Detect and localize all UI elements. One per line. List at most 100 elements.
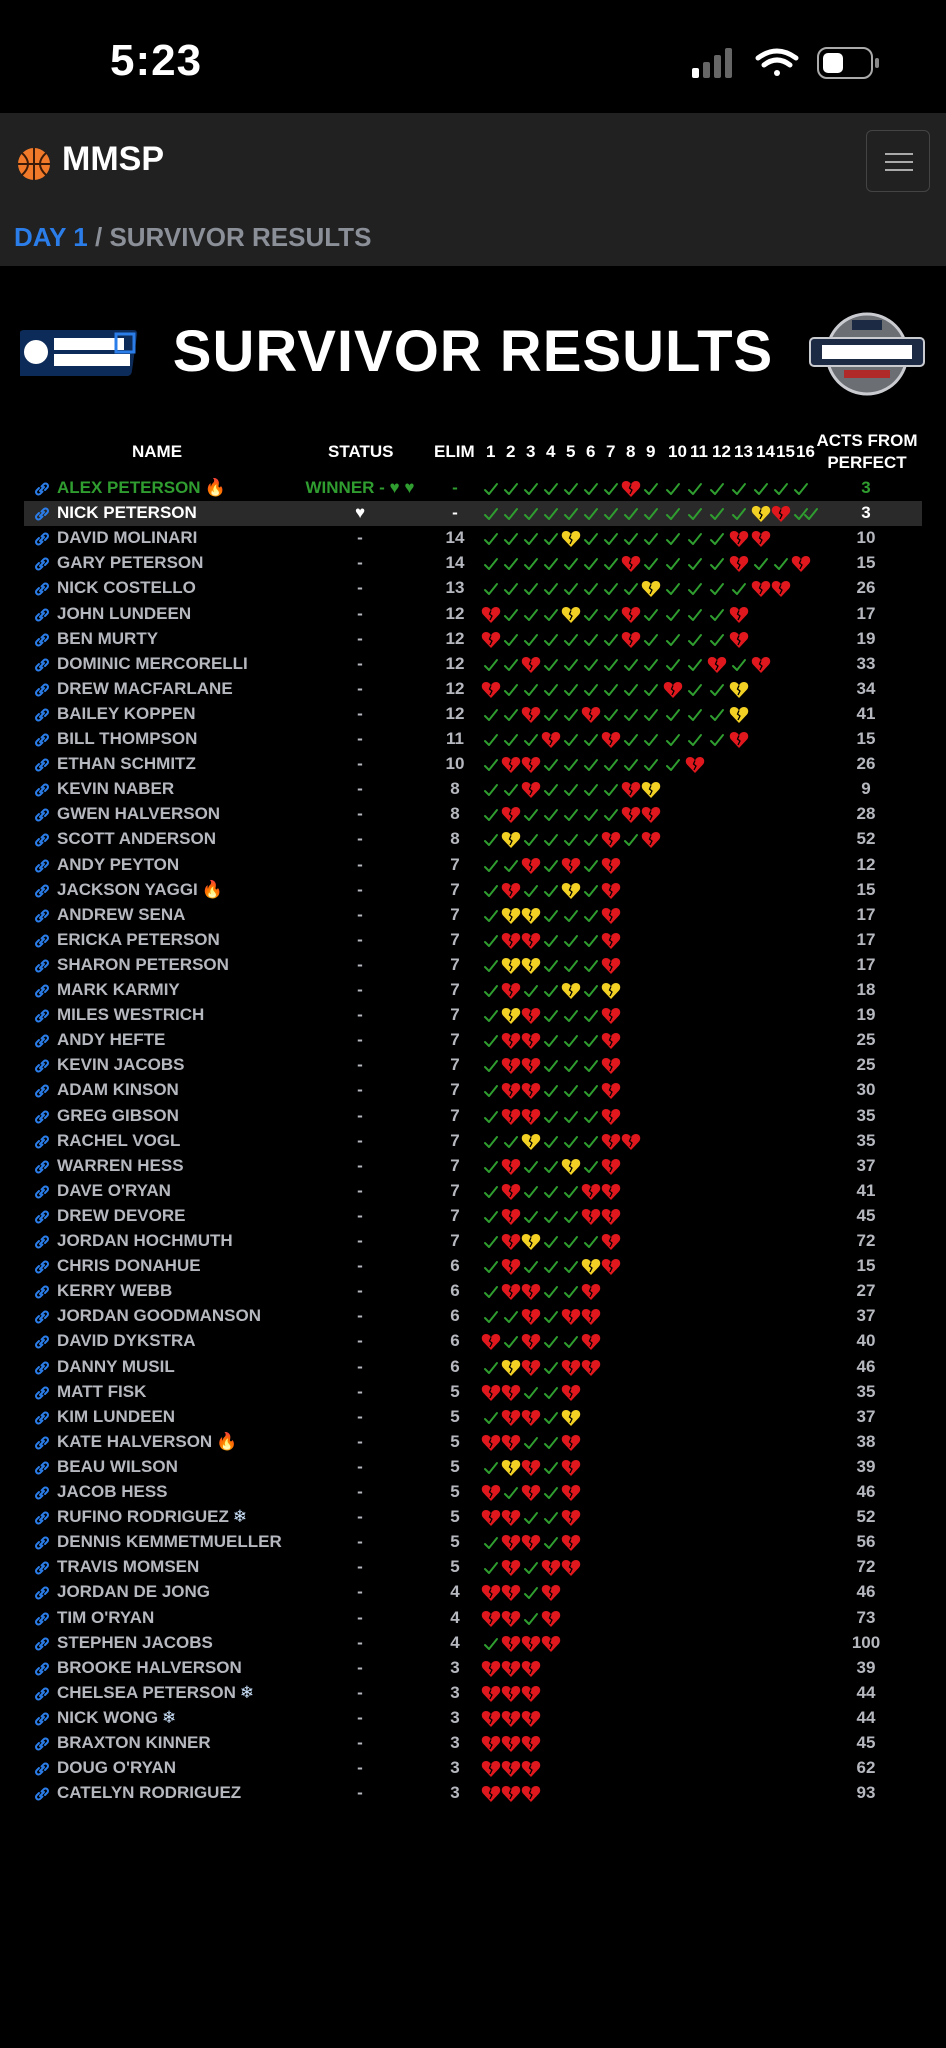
player-name[interactable]: MARK KARMIY	[57, 980, 180, 999]
link-icon[interactable]	[33, 958, 51, 974]
player-name[interactable]: ANDY HEFTE	[57, 1030, 166, 1050]
link-icon[interactable]	[33, 657, 51, 673]
table-row[interactable]: ALEX PETERSON 🔥 WINNER - ♥ ♥ - 3	[0, 476, 946, 501]
link-icon[interactable]	[33, 832, 51, 848]
link-icon[interactable]	[33, 908, 51, 924]
table-row[interactable]: BEN MURTY - 12 19	[0, 627, 946, 652]
table-row[interactable]: SCOTT ANDERSON - 8 52	[0, 827, 946, 852]
player-name[interactable]: ALEX PETERSON 🔥	[57, 478, 226, 497]
player-name[interactable]: GREG GIBSON	[57, 1105, 179, 1125]
link-icon[interactable]	[33, 1686, 51, 1702]
table-row[interactable]: MILES WESTRICH - 7 19	[0, 1003, 946, 1028]
link-icon[interactable]	[33, 1109, 51, 1125]
link-icon[interactable]	[33, 933, 51, 949]
player-name[interactable]: BROOKE HALVERSON	[57, 1657, 242, 1677]
table-row[interactable]: ERICKA PETERSON - 7 17	[0, 928, 946, 953]
link-icon[interactable]	[33, 1309, 51, 1325]
player-name[interactable]: BEAU WILSON	[57, 1456, 178, 1476]
player-name[interactable]: MILES WESTRICH	[57, 1005, 205, 1025]
player-name[interactable]: ERICKA PETERSON	[57, 929, 220, 949]
table-row[interactable]: NICK PETERSON ♥ - 3	[24, 501, 922, 527]
player-name[interactable]: KATE HALVERSON 🔥	[57, 1431, 238, 1451]
table-row[interactable]: KEVIN JACOBS - 7 25	[0, 1053, 946, 1078]
player-name[interactable]: KEVIN NABER	[57, 779, 175, 799]
table-row[interactable]: DREW DEVORE - 7 45	[0, 1204, 946, 1229]
link-icon[interactable]	[33, 607, 51, 623]
player-name[interactable]: NICK WONG ❄	[57, 1707, 177, 1727]
player-name[interactable]: KERRY WEBB	[57, 1281, 173, 1301]
player-name[interactable]: TRAVIS MOMSEN	[57, 1557, 200, 1577]
link-icon[interactable]	[33, 1636, 51, 1652]
table-row[interactable]: WARREN HESS - 7 37	[0, 1154, 946, 1179]
link-icon[interactable]	[33, 1410, 51, 1426]
player-name[interactable]: GWEN HALVERSON	[57, 804, 221, 824]
player-name[interactable]: DREW MACFARLANE	[57, 678, 233, 698]
link-icon[interactable]	[33, 1334, 51, 1350]
link-icon[interactable]	[33, 1661, 51, 1677]
player-name[interactable]: CHELSEA PETERSON ❄	[57, 1682, 255, 1702]
link-icon[interactable]	[33, 1460, 51, 1476]
table-row[interactable]: DAVID MOLINARI - 14 10	[0, 526, 946, 551]
player-name[interactable]: MATT FISK	[57, 1381, 147, 1401]
link-icon[interactable]	[33, 1284, 51, 1300]
table-row[interactable]: BRAXTON KINNER - 3 45	[0, 1731, 946, 1756]
link-icon[interactable]	[33, 1360, 51, 1376]
table-row[interactable]: STEPHEN JACOBS - 4 100	[0, 1631, 946, 1656]
table-row[interactable]: NICK WONG ❄ - 3 44	[0, 1706, 946, 1731]
brand-name[interactable]: MMSP	[62, 140, 164, 178]
table-row[interactable]: ANDY PEYTON - 7 12	[0, 853, 946, 878]
link-icon[interactable]	[33, 1786, 51, 1802]
link-icon[interactable]	[33, 757, 51, 773]
table-row[interactable]: ADAM KINSON - 7 30	[0, 1078, 946, 1103]
table-row[interactable]: DOUG O'RYAN - 3 62	[0, 1756, 946, 1781]
link-icon[interactable]	[33, 807, 51, 823]
table-row[interactable]: DANNY MUSIL - 6 46	[0, 1355, 946, 1380]
player-name[interactable]: ANDREW SENA	[57, 904, 186, 924]
link-icon[interactable]	[33, 732, 51, 748]
player-name[interactable]: DAVID DYKSTRA	[57, 1331, 196, 1351]
table-row[interactable]: KEVIN NABER - 8 9	[0, 777, 946, 802]
player-name[interactable]: JACOB HESS	[57, 1482, 168, 1501]
table-row[interactable]: DAVID DYKSTRA - 6 40	[0, 1329, 946, 1354]
player-name[interactable]: CATELYN RODRIGUEZ	[57, 1783, 242, 1803]
table-row[interactable]: BAILEY KOPPEN - 12 41	[0, 702, 946, 727]
link-icon[interactable]	[33, 1234, 51, 1250]
link-icon[interactable]	[33, 1711, 51, 1727]
table-row[interactable]: BROOKE HALVERSON - 3 39	[0, 1656, 946, 1681]
table-row[interactable]: GARY PETERSON - 14 15	[0, 551, 946, 576]
player-name[interactable]: JORDAN DE JONG	[57, 1582, 211, 1602]
table-row[interactable]: ETHAN SCHMITZ - 10 26	[0, 752, 946, 777]
link-icon[interactable]	[33, 481, 51, 497]
player-name[interactable]: RACHEL VOGL	[57, 1130, 181, 1150]
link-icon[interactable]	[33, 556, 51, 572]
table-row[interactable]: JORDAN HOCHMUTH - 7 72	[0, 1229, 946, 1254]
player-name[interactable]: DAVID MOLINARI	[57, 528, 198, 548]
player-name[interactable]: JORDAN HOCHMUTH	[57, 1231, 233, 1250]
table-row[interactable]: GREG GIBSON - 7 35	[0, 1104, 946, 1129]
link-icon[interactable]	[33, 1611, 51, 1627]
link-icon[interactable]	[33, 1510, 51, 1526]
player-name[interactable]: KIM LUNDEEN	[57, 1406, 176, 1426]
table-row[interactable]: CHRIS DONAHUE - 6 15	[0, 1254, 946, 1279]
player-name[interactable]: DREW DEVORE	[57, 1205, 186, 1225]
player-name[interactable]: KEVIN JACOBS	[57, 1055, 185, 1075]
table-row[interactable]: CATELYN RODRIGUEZ - 3 93	[0, 1781, 946, 1806]
link-icon[interactable]	[33, 1736, 51, 1752]
link-icon[interactable]	[33, 1585, 51, 1601]
link-icon[interactable]	[33, 707, 51, 723]
player-name[interactable]: TIM O'RYAN	[57, 1607, 155, 1627]
table-row[interactable]: TIM O'RYAN - 4 73	[0, 1606, 946, 1631]
table-row[interactable]: KIM LUNDEEN - 5 37	[0, 1405, 946, 1430]
table-row[interactable]: BEAU WILSON - 5 39	[0, 1455, 946, 1480]
breadcrumb-day-link[interactable]: DAY 1	[14, 222, 88, 252]
table-row[interactable]: CHELSEA PETERSON ❄ - 3 44	[0, 1681, 946, 1706]
player-name[interactable]: DOMINIC MERCORELLI	[57, 653, 248, 673]
link-icon[interactable]	[33, 983, 51, 999]
table-row[interactable]: DREW MACFARLANE - 12 34	[0, 677, 946, 702]
link-icon[interactable]	[33, 1083, 51, 1099]
table-row[interactable]: RUFINO RODRIGUEZ ❄ - 5 52	[0, 1505, 946, 1530]
table-row[interactable]: SHARON PETERSON - 7 17	[0, 953, 946, 978]
table-row[interactable]: JORDAN GOODMANSON - 6 37	[0, 1304, 946, 1329]
link-icon[interactable]	[33, 883, 51, 899]
hamburger-menu-button[interactable]	[866, 130, 930, 192]
